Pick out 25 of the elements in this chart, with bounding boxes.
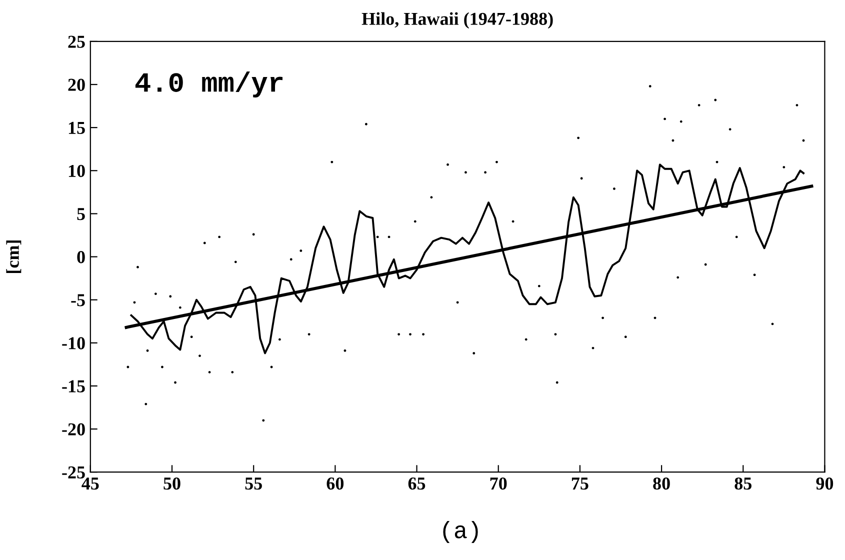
x-tick-label: 75 <box>572 478 588 490</box>
y-tick-label: -15 <box>62 380 85 392</box>
x-tick-label: 50 <box>164 477 180 490</box>
x-tick-label: 85 <box>734 477 752 490</box>
x-tick-label: 70 <box>490 477 507 490</box>
y-tick-label: -10 <box>62 337 85 350</box>
y-tick-label: 20 <box>68 78 85 91</box>
y-tick-label: -20 <box>62 423 85 436</box>
y-tick-label: 15 <box>68 122 85 134</box>
y-tick-label: 25 <box>68 36 85 48</box>
text: (a) <box>443 520 478 544</box>
y-tick-label: 5 <box>77 208 85 220</box>
chart-title: Hilo, Hawaii (1947-1988) <box>362 12 553 29</box>
y-tick-label: -25 <box>62 466 85 479</box>
x-tick-label: 55 <box>245 478 262 490</box>
x-tick-label: 80 <box>653 477 670 490</box>
annotation: 4.0 mm/yr <box>135 72 282 98</box>
x-tick-label: 65 <box>408 478 426 490</box>
x-tick-label: 90 <box>816 477 834 490</box>
x-tick-label: 60 <box>326 477 344 490</box>
y-axis-title: [cm] <box>6 240 22 273</box>
y-tick-label: 0 <box>77 251 85 264</box>
y-tick-label: 10 <box>68 164 85 178</box>
x-tick-label: 45 <box>82 478 99 490</box>
y-tick-label: -5 <box>71 294 85 306</box>
